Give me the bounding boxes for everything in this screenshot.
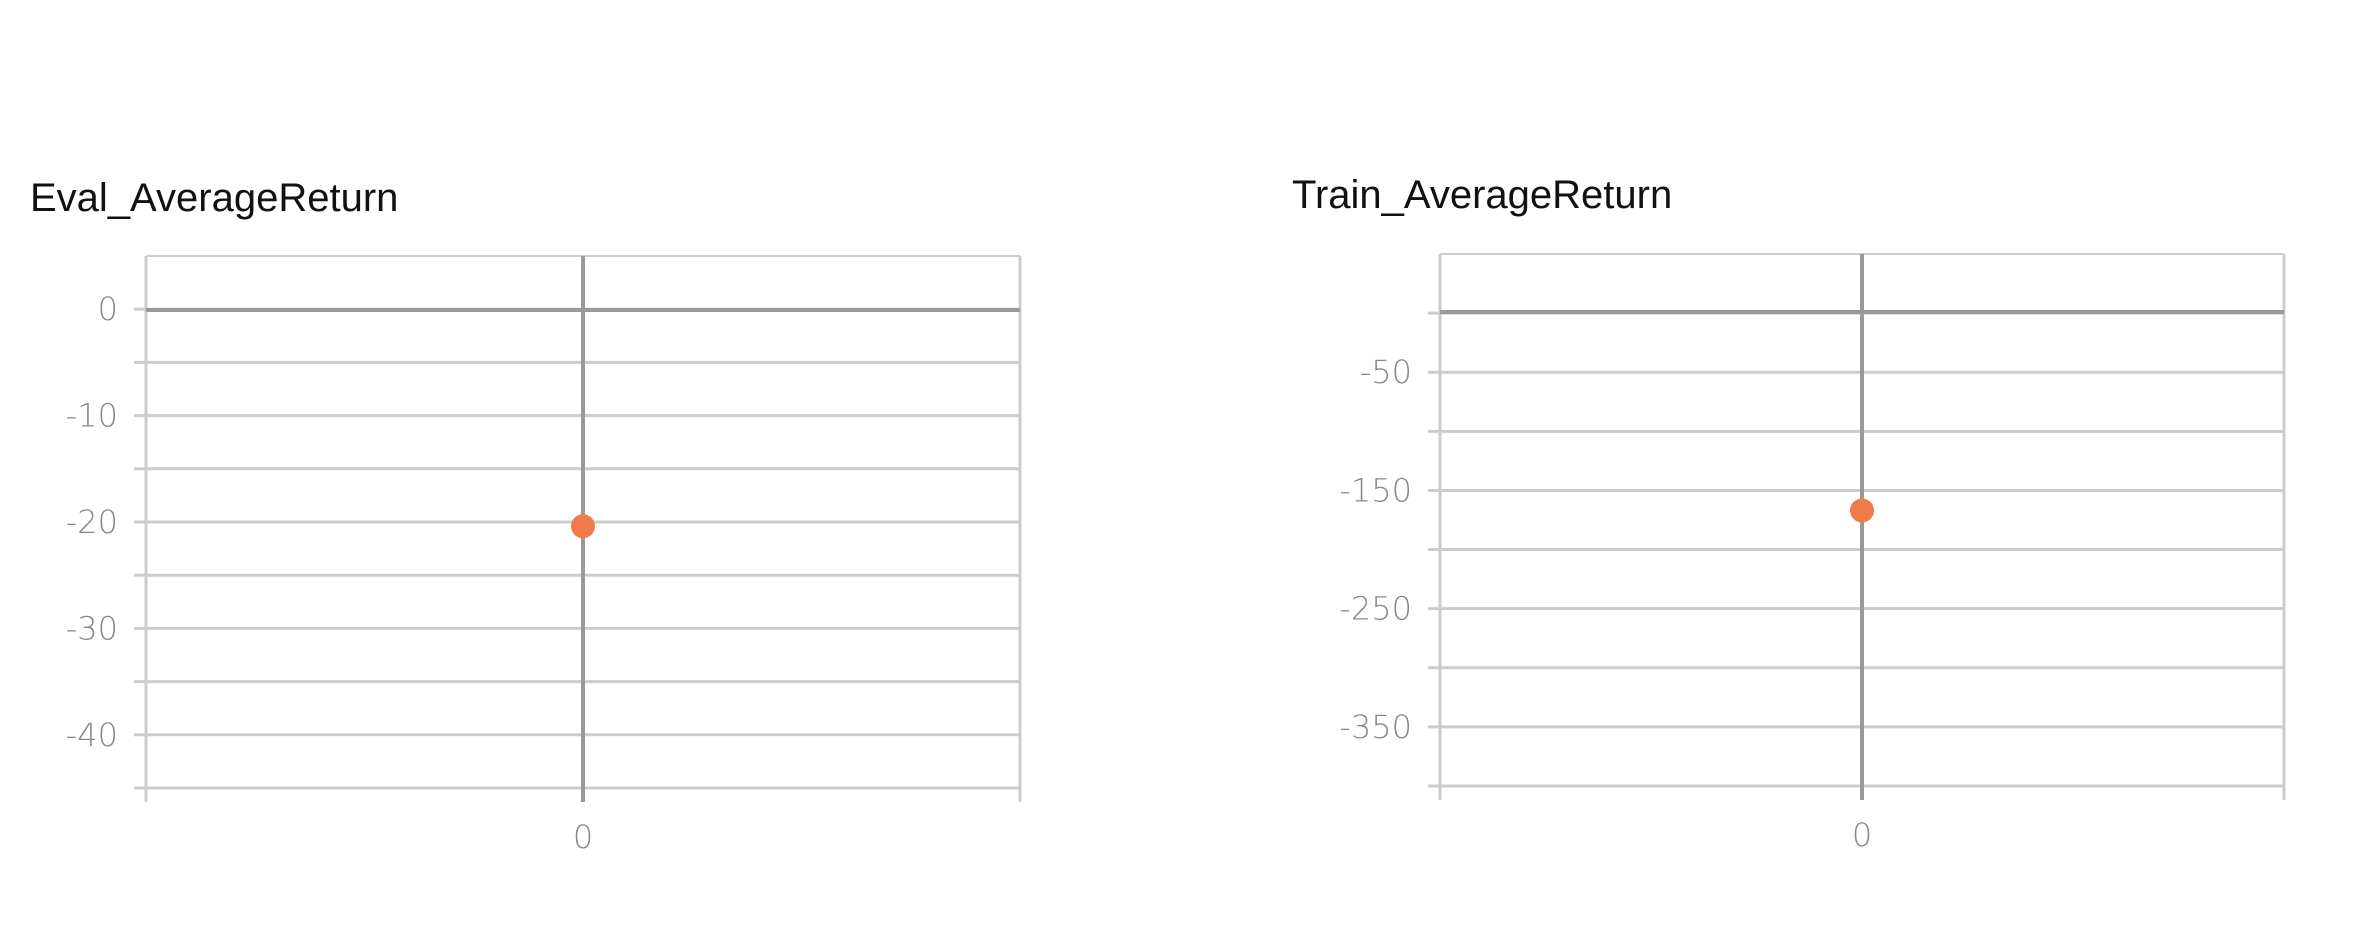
y-tick-label: -250 xyxy=(1339,590,1412,628)
y-tick-label: 0 xyxy=(98,290,118,328)
y-tick-label: -30 xyxy=(66,609,118,647)
data-point xyxy=(1850,498,1874,523)
data-point xyxy=(571,514,595,539)
y-tick-label: -350 xyxy=(1339,708,1412,746)
y-tick-label: -150 xyxy=(1339,471,1412,509)
y-tick-label: -10 xyxy=(66,397,118,435)
y-tick-label: -20 xyxy=(66,503,118,541)
x-tick-label: 0 xyxy=(573,818,593,856)
y-tick-label: -40 xyxy=(66,716,118,754)
y-tick-label: -50 xyxy=(1360,353,1412,391)
chart-title-train-average-return: Train_AverageReturn xyxy=(1292,173,1673,217)
x-tick-label: 0 xyxy=(1852,816,1872,854)
chart-title-eval-average-return: Eval_AverageReturn xyxy=(30,176,399,220)
